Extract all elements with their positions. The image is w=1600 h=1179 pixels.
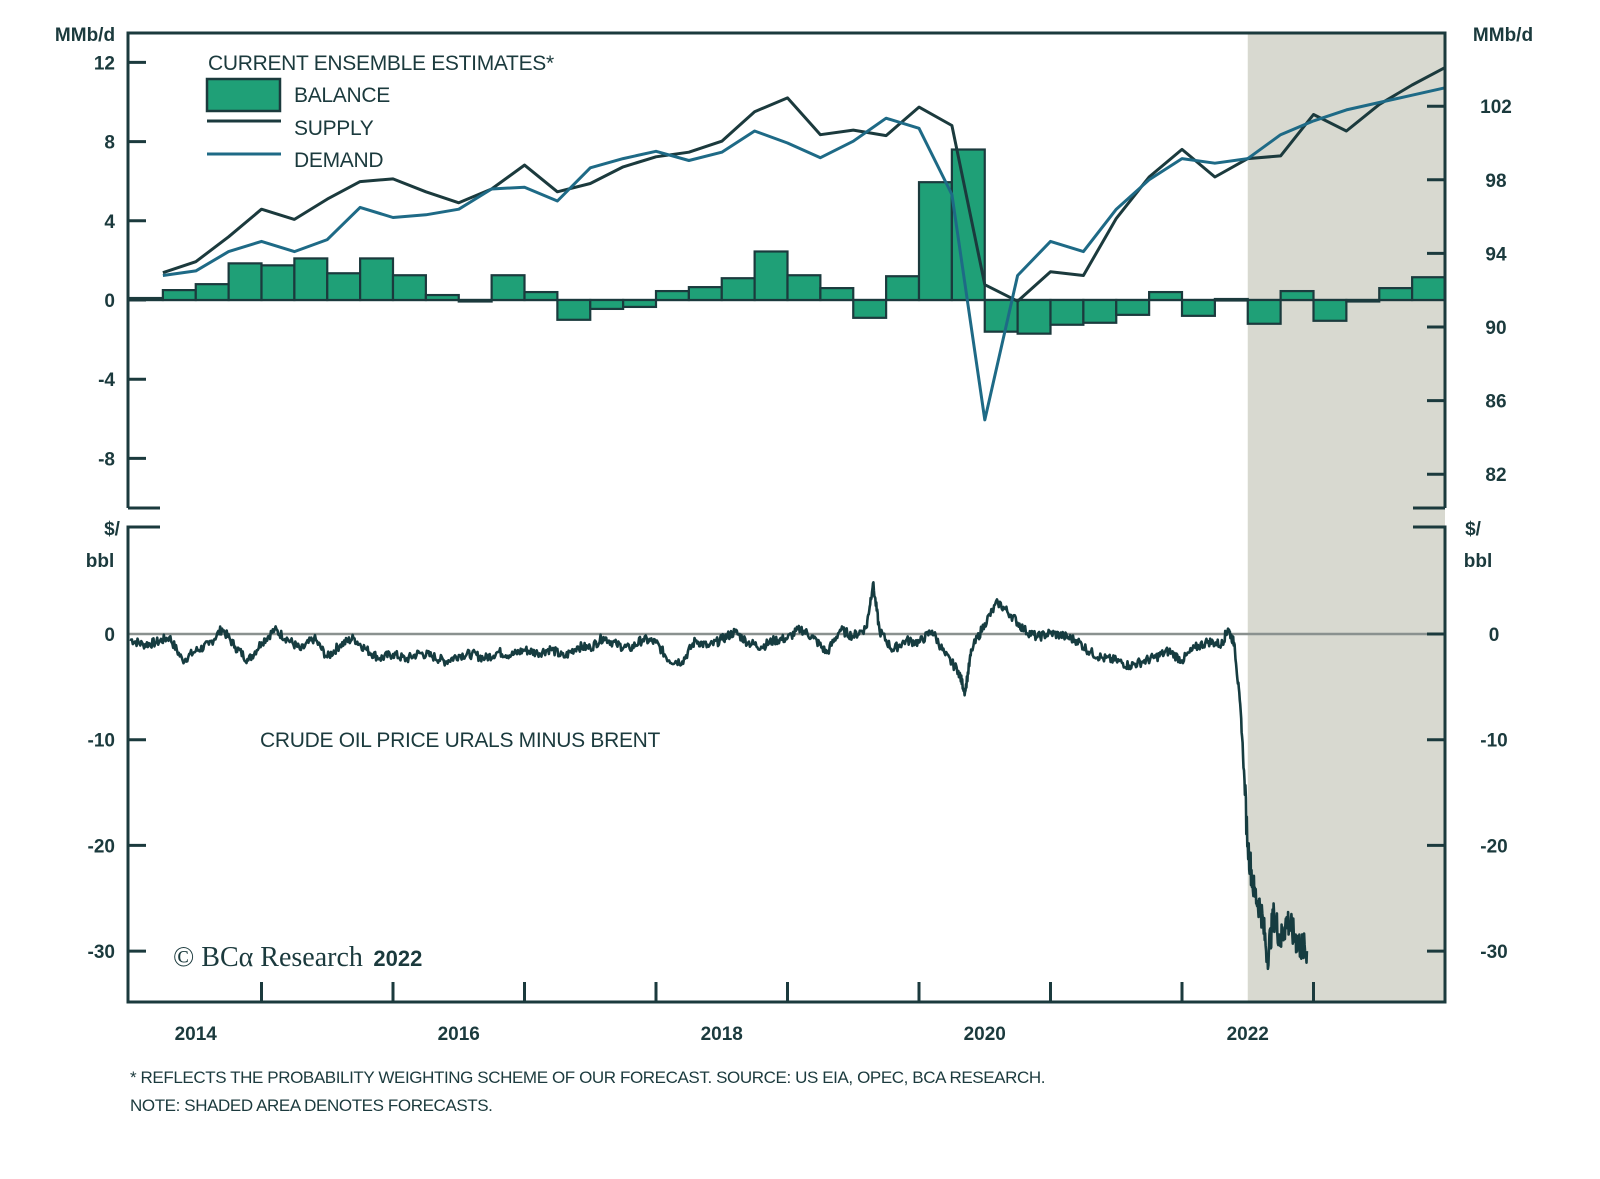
balance-bar-2022Q2: [1279, 289, 1315, 302]
balance-bar-2016Q3: [523, 290, 559, 302]
balance-bar-2021Q4: [1213, 297, 1249, 302]
footnote-shading: NOTE: SHADED AREA DENOTES FORECASTS.: [130, 1096, 493, 1115]
balance-bar-2019Q2: [885, 275, 921, 302]
balance-bar-2017Q1: [589, 298, 625, 311]
bottom-right-tick-label: -20: [1480, 836, 1507, 857]
x-tick-label-2020: 2020: [964, 1024, 1006, 1045]
bottom-left-tick-label: -10: [88, 731, 115, 752]
top-left-tick-label: -8: [98, 449, 115, 470]
balance-bar-2017Q2: [622, 298, 658, 309]
bottom-right-unit-label-1: $/: [1465, 519, 1482, 540]
top-panel-frame: [126, 31, 1447, 508]
legend-demand-label: DEMAND: [294, 149, 383, 172]
balance-bar-2023Q1: [1378, 287, 1414, 302]
supply-line: [162, 66, 1446, 303]
bottom-right-tick-label: -30: [1480, 942, 1507, 963]
top-left-tick-label: -4: [98, 370, 115, 391]
top-left-tick-label: 4: [104, 212, 115, 233]
top-right-tick-label: 102: [1480, 97, 1512, 118]
bottom-left-tick-label: -20: [88, 836, 115, 857]
copyright-brand: © BCα Research: [173, 942, 363, 973]
balance-bar-2019Q3: [917, 181, 953, 302]
balance-bar-2023Q2: [1411, 276, 1447, 302]
copyright-year: 2022: [373, 946, 422, 971]
balance-bar-2022Q1: [1246, 298, 1282, 325]
balance-bar-2014Q4: [293, 257, 329, 302]
balance-bar-2022Q3: [1312, 298, 1348, 322]
bottom-left-unit-label-2: bbl: [86, 551, 115, 572]
balance-bar-2014Q3: [260, 264, 296, 302]
bottom-left-unit-label-1: $/: [104, 519, 121, 540]
balance-bar-2015Q3: [391, 274, 427, 302]
top-left-tick-label: 0: [104, 291, 115, 312]
balance-bars: [128, 148, 1447, 335]
balance-bar-2014Q2: [227, 262, 263, 302]
balance-bar-2017Q3: [654, 289, 690, 302]
balance-bar-2020Q2: [1016, 298, 1052, 335]
bottom-right-unit-label-2: bbl: [1464, 551, 1493, 572]
balance-bar-2021Q1: [1115, 298, 1151, 316]
balance-bar-2017Q4: [687, 286, 723, 302]
x-tick-label-2016: 2016: [438, 1024, 480, 1045]
balance-bar-2021Q3: [1180, 298, 1216, 317]
top-right-tick-label: 86: [1485, 392, 1506, 413]
demand-line: [162, 86, 1446, 422]
balance-bar-2016Q1: [457, 298, 493, 303]
x-tick-label-2018: 2018: [701, 1024, 743, 1045]
top-right-tick-label: 82: [1485, 465, 1506, 486]
copyright: © BCα Research 2022: [173, 942, 422, 973]
balance-bar-2018Q4: [819, 287, 855, 302]
bottom-right-tick-label: -10: [1480, 731, 1507, 752]
x-tick-label-2014: 2014: [175, 1024, 218, 1045]
legend-balance-label: BALANCE: [294, 84, 390, 107]
balance-bar-2020Q3: [1049, 298, 1085, 326]
balance-bar-2020Q1: [983, 298, 1019, 333]
top-right-unit-label: MMb/d: [1473, 25, 1533, 46]
balance-bar-2015Q4: [424, 293, 460, 302]
top-right-tick-label: 90: [1485, 318, 1506, 339]
forecast-shading: [1247, 33, 1445, 1002]
balance-bar-2014Q1: [194, 283, 230, 302]
balance-bar-2022Q4: [1345, 298, 1381, 303]
top-right-tick-label: 94: [1485, 244, 1507, 265]
balance-bar-2020Q4: [1082, 298, 1118, 324]
balance-bar-2018Q2: [753, 250, 789, 302]
bottom-left-tick-label: 0: [104, 625, 115, 646]
top-right-tick-label: 98: [1485, 171, 1506, 192]
bottom-panel-title: CRUDE OIL PRICE URALS MINUS BRENT: [260, 729, 661, 752]
legend-balance-swatch: [205, 77, 282, 113]
bottom-panel-frame: [126, 525, 1447, 1004]
bottom-right-tick-label: 0: [1489, 625, 1500, 646]
balance-bar-2019Q1: [852, 298, 888, 319]
footnote-source: * REFLECTS THE PROBABILITY WEIGHTING SCH…: [130, 1068, 1046, 1087]
balance-bar-2018Q3: [786, 274, 822, 302]
x-tick-label-2022: 2022: [1227, 1024, 1269, 1045]
balance-bar-2021Q2: [1148, 290, 1184, 302]
bottom-left-tick-label: -30: [88, 942, 115, 963]
balance-bar-2016Q2: [490, 274, 526, 302]
top-left-tick-label: 8: [104, 133, 115, 154]
urals-minus-brent-line: [129, 581, 1309, 971]
balance-bar-2016Q4: [556, 298, 592, 321]
legend-supply-label: SUPPLY: [294, 117, 374, 140]
legend-title: CURRENT ENSEMBLE ESTIMATES*: [208, 52, 554, 75]
balance-bar-2013Q4: [161, 289, 197, 302]
top-left-tick-label: 12: [94, 53, 115, 74]
balance-bar-2018Q1: [720, 277, 756, 302]
top-left-unit-label: MMb/d: [55, 25, 115, 46]
balance-bar-2015Q2: [359, 257, 395, 302]
balance-bar-2015Q1: [326, 272, 362, 302]
